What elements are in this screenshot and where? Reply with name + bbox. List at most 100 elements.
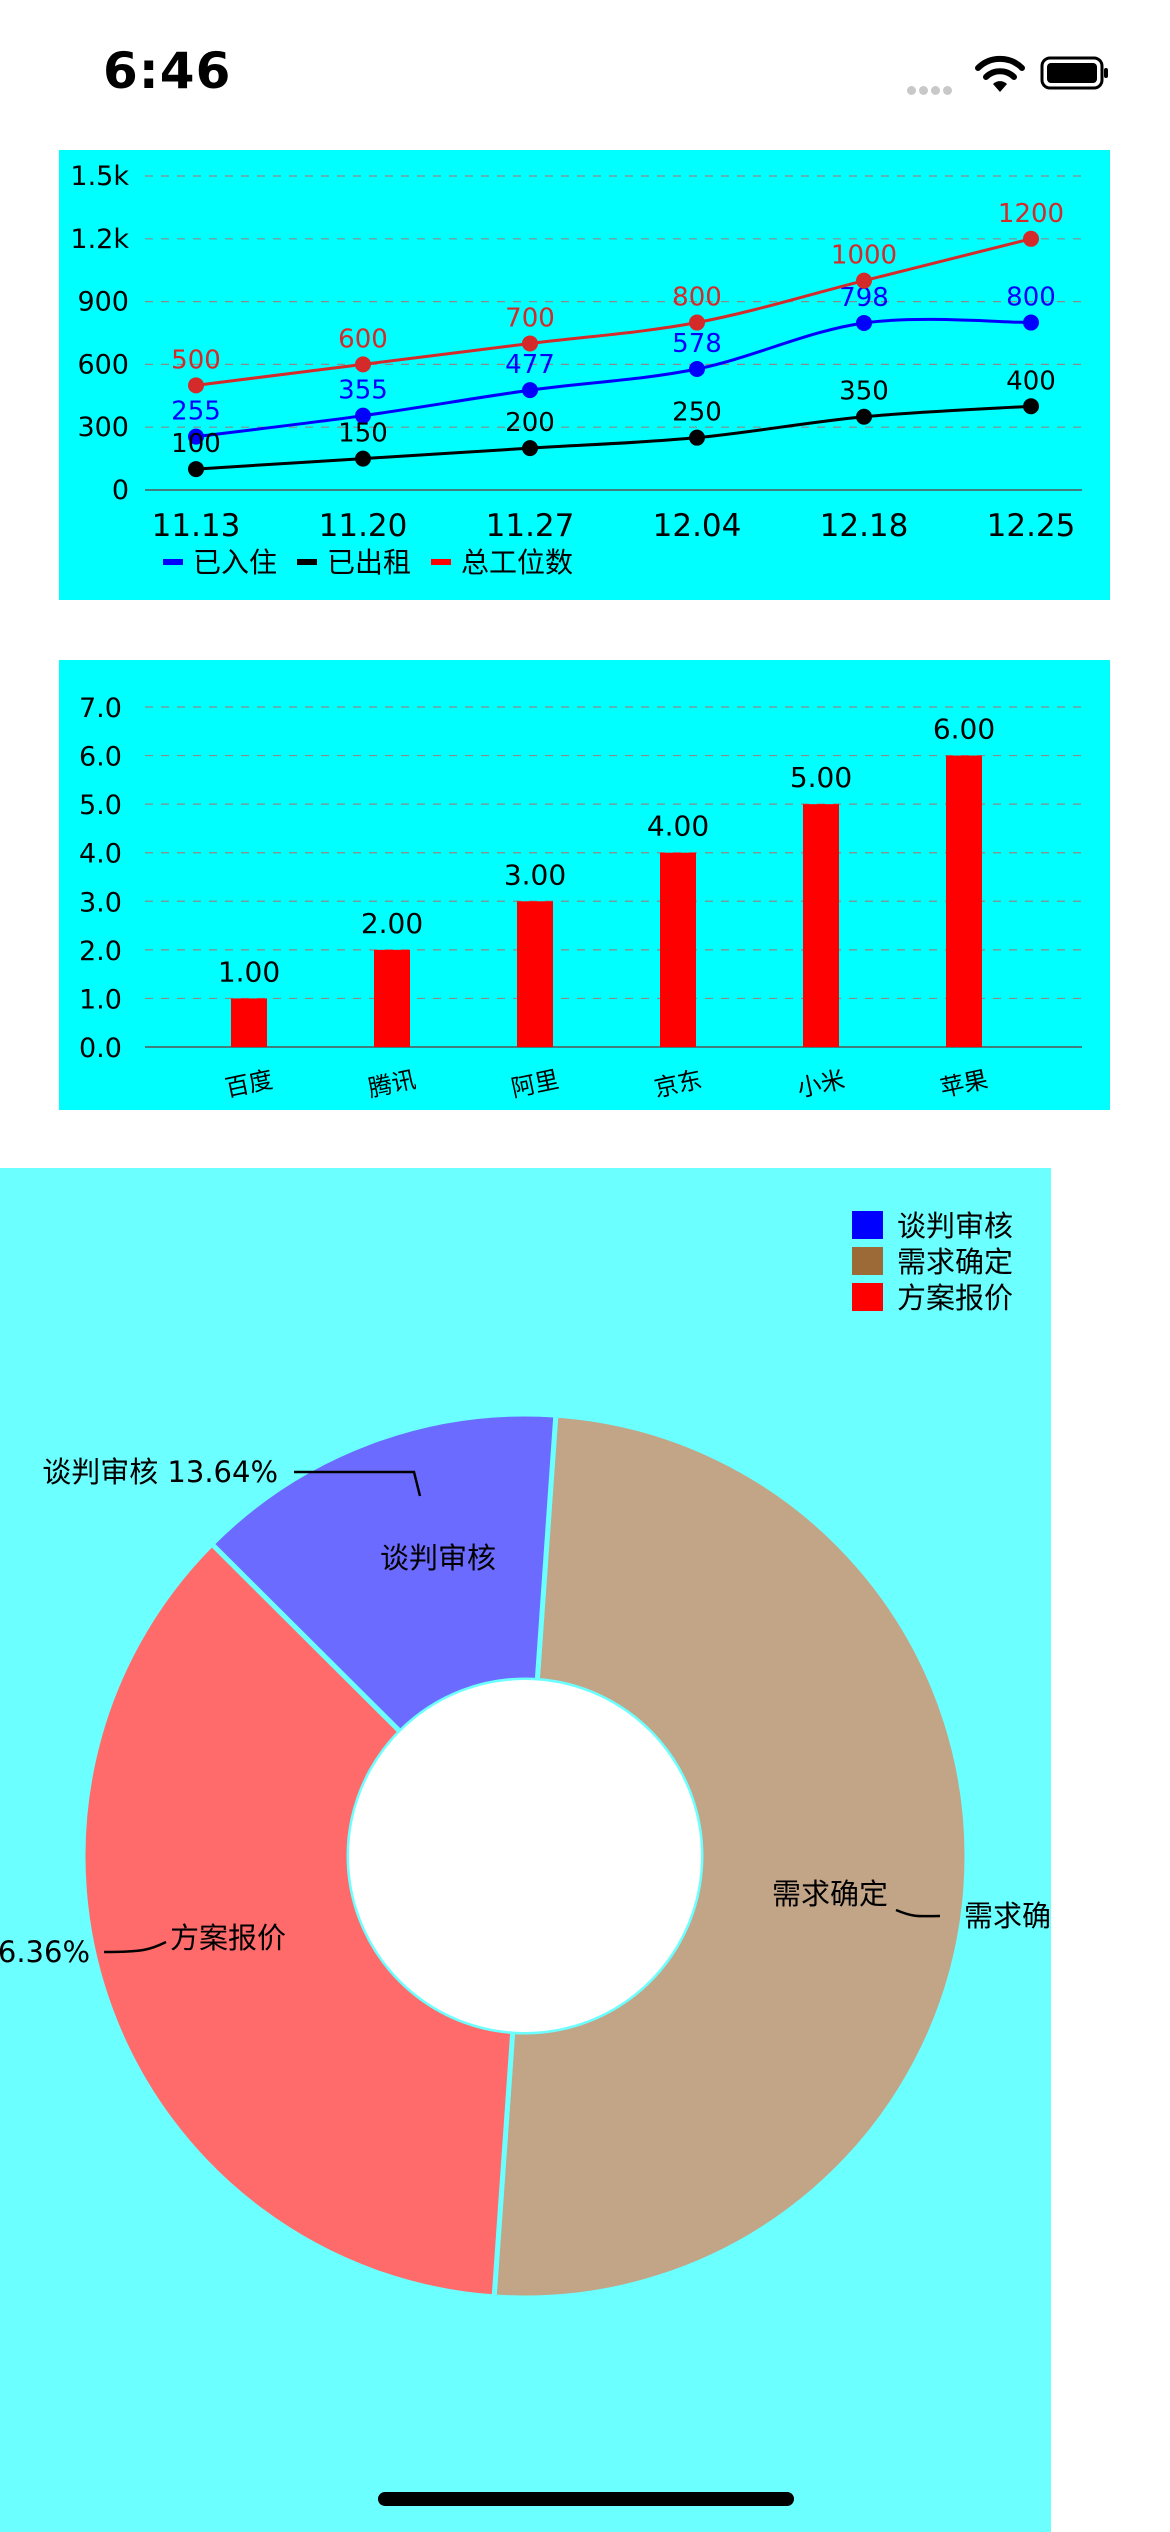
slice-inner-label: 谈判审核 [380,1541,496,1575]
data-label: 100 [171,429,221,459]
x-tick-label: 腾讯 [366,1065,419,1102]
bar-chart-panel: 0.0 1.0 2.0 3.0 4.0 5.0 6.0 7.0 1.00 百度 2.00 腾讯 3.00… [59,660,1110,1110]
slice-outer-label: 方案报价 36.36% [0,1935,90,1969]
series-line [195,317,1032,439]
data-label: 800 [1006,283,1056,313]
bar [231,998,267,1047]
pie-slice [494,1415,967,2298]
data-point [1023,314,1039,331]
data-point [1023,398,1039,415]
legend-label: 需求确定 [897,1245,1013,1279]
data-point [522,440,538,457]
data-label: 350 [839,377,889,407]
data-label: 255 [171,397,221,427]
bar-chart: 0.0 1.0 2.0 3.0 4.0 5.0 6.0 7.0 1.00 百度 2.00 腾讯 3.00… [79,693,1082,1103]
legend-label: 方案报价 [897,1281,1013,1315]
data-label: 150 [338,419,388,449]
bar [946,755,982,1047]
data-label: 400 [1006,366,1056,396]
bar-value-label: 5.00 [790,761,852,794]
data-point [522,382,538,399]
bar-value-label: 4.00 [647,810,709,843]
data-label: 200 [505,408,555,438]
wifi-icon [975,55,1025,92]
data-point [689,314,705,331]
x-tick-label: 百度 [223,1065,276,1102]
x-tick-label: 11.27 [486,508,575,544]
legend-swatch [852,1247,883,1275]
line-chart-panel: 0 300 600 900 1.2k 1.5k 11.13 11.20 11.27 12.04 12… [59,150,1110,600]
data-label: 600 [338,324,388,354]
x-tick-label: 12.25 [987,508,1076,544]
data-point [355,450,371,467]
y-tick-label: 0 [112,475,129,506]
data-point [355,407,371,424]
line-chart: 0 300 600 900 1.2k 1.5k 11.13 11.20 11.27 12.04 12… [70,161,1082,579]
battery-icon [1040,56,1108,90]
data-point [856,408,872,425]
data-label: 477 [505,350,555,380]
y-tick-label: 5.0 [79,790,122,821]
home-indicator [378,2492,794,2506]
legend-swatch [852,1283,883,1311]
data-point [355,356,371,373]
legend-swatch [852,1211,883,1239]
legend-label: 总工位数 [461,546,573,579]
data-point [856,314,872,331]
y-tick-label: 1.5k [70,161,129,192]
data-point [188,461,204,478]
x-tick-label: 小米 [795,1065,848,1102]
y-tick-label: 7.0 [79,693,122,724]
data-point [856,272,872,289]
bar-value-label: 3.00 [504,858,566,891]
data-label: 250 [672,398,722,428]
y-tick-label: 900 [77,287,129,318]
slice-outer-label: 谈判审核 13.64% [42,1455,278,1489]
x-tick-label: 12.18 [820,508,909,544]
x-tick-label: 阿里 [509,1065,562,1102]
data-point [188,377,204,394]
data-point [689,361,705,378]
x-tick-label: 12.04 [653,508,742,544]
x-tick-label: 京东 [652,1065,705,1102]
data-point [522,335,538,352]
status-bar: 6:46 [0,0,1170,150]
y-tick-label: 0.0 [79,1033,122,1064]
leader-line [294,1470,422,1497]
legend-swatch [297,559,317,565]
donut-hole [349,1680,701,2032]
y-tick-label: 300 [77,412,129,443]
series-line [195,404,1032,471]
leader-line [103,1940,167,1954]
slice-inner-label: 需求确定 [772,1877,888,1911]
series-line [195,237,1032,387]
y-tick-label: 1.2k [70,224,129,255]
data-label: 578 [672,329,722,359]
slice-outer-label: 需求确定 50.00% [964,1899,1051,1933]
legend-swatch [163,559,183,565]
bar-value-label: 6.00 [933,713,995,746]
legend-label: 谈判审核 [897,1209,1013,1243]
status-time: 6:46 [103,42,232,100]
slice-inner-label: 方案报价 [170,1921,286,1955]
data-label: 700 [505,303,555,333]
legend-label: 已入住 [193,546,277,579]
bar [517,901,553,1047]
data-label: 355 [338,376,388,406]
cellular-signal-icon [907,80,955,99]
data-label: 500 [171,345,221,375]
y-tick-label: 3.0 [79,887,122,918]
bar [803,804,839,1047]
x-tick-label: 11.20 [319,508,408,544]
data-point [689,429,705,446]
data-label: 1200 [998,199,1064,229]
x-tick-label: 苹果 [938,1065,991,1102]
bar-value-label: 1.00 [218,955,280,988]
data-label: 800 [672,283,722,313]
legend-swatch [431,559,451,565]
y-tick-label: 6.0 [79,742,122,773]
y-tick-label: 1.0 [79,984,122,1015]
bar [660,852,696,1047]
